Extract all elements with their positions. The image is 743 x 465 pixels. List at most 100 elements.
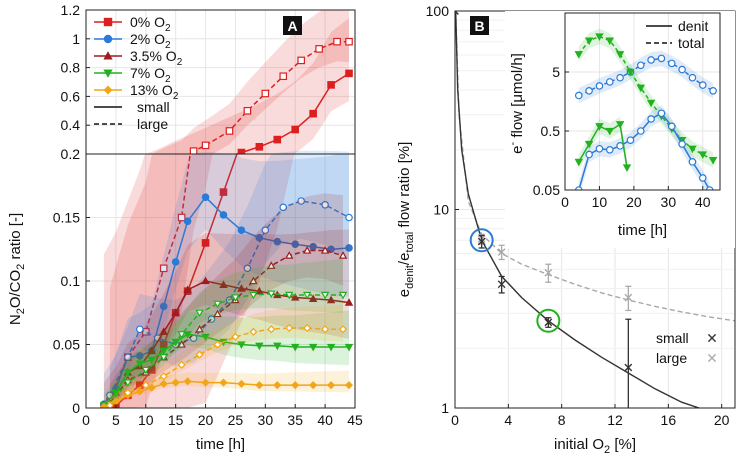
data-point [107,180,113,186]
x-axis-label: time [h] [618,222,667,239]
data-point [147,383,156,392]
data-point [141,381,150,390]
data-point [273,237,282,246]
data-point [605,127,614,136]
data-point [657,54,666,63]
data-point [308,343,318,352]
panel-b-inset-chart: 0 10 20 30 40 0.05 0.5 5 time [h] e- flow [μmol/h… [505,11,735,248]
data-point [105,401,114,408]
series-band [103,310,350,408]
legend-label: large [656,350,687,366]
data-point [107,179,113,185]
data-point [698,81,707,89]
legend-label: total [678,35,704,51]
series-band [109,258,344,408]
series-line [578,123,628,168]
y-tick-label: 1.2 [61,2,81,18]
legend-label: small [656,330,689,346]
data-point [249,327,258,336]
data-point [688,158,697,166]
legend-label: 3.5% O2 [130,48,183,68]
data-point [135,360,145,368]
series-band [109,154,213,408]
x-tick-label: 35 [287,412,303,428]
x-tick-label: 15 [168,412,184,428]
data-point [279,72,288,81]
series-band [103,229,350,408]
x-tick-label: 16 [661,412,677,428]
data-point [344,298,354,306]
data-point [195,309,204,318]
legend-marker [103,69,113,78]
data-point [338,251,348,259]
data-point [584,37,594,46]
data-point [219,378,228,387]
data-point-large [497,248,506,257]
data-point [326,295,336,304]
data-point [237,148,246,154]
data-point [327,381,336,390]
data-point [255,342,264,351]
data-point [159,302,168,311]
data-point [273,381,282,390]
panel-b-legend: small large [656,330,717,366]
data-point [647,56,655,64]
data-point-small [455,11,459,15]
data-point [213,309,222,318]
data-point [626,68,635,77]
panel-a-badge-label: A [287,18,297,34]
series-line [234,72,350,154]
data-point [171,378,180,387]
series-line [109,154,191,402]
data-point [135,387,144,396]
data-point [646,99,656,108]
data-point [345,69,353,78]
data-point [688,73,697,82]
data-point [574,186,583,190]
data-point [177,213,186,222]
data-point [201,333,210,342]
data-point [101,179,107,185]
data-point [636,84,645,93]
data-point [345,37,353,46]
y-tick-label: 0.8 [61,60,81,76]
legend-marker [103,34,113,44]
data-point [279,203,288,212]
y-tick-label: 1 [441,400,449,416]
data-point [308,294,318,302]
inset-plot [574,28,718,190]
highlight-circle [469,228,494,253]
x-tick-label: 40 [317,412,333,428]
y-tick-label: 0.4 [61,117,81,133]
data-point [237,226,246,235]
x-tick-label: 4 [504,412,512,428]
panel-b-badge [470,16,489,35]
legend-marker [707,333,717,343]
legend-label: denit [678,18,708,34]
data-point [344,343,354,352]
data-point [309,109,317,118]
data-point [321,201,329,209]
data-point [183,377,192,386]
data-point [159,327,168,335]
data-point [201,239,210,247]
data-point [297,56,306,65]
data-point [101,180,107,186]
x-tick-label: 5 [112,412,120,428]
data-point-small [477,237,486,246]
series-band [578,50,714,104]
legend-marker [103,85,113,95]
data-point [302,246,312,254]
data-point-small [497,280,506,289]
data-point [201,141,210,150]
y-tick-label: 0.5 [541,123,561,139]
y-axis-label: e- flow [μmol/h] [507,53,526,154]
x-tick-label: 0 [451,412,459,428]
legend-label: 0% O2 [130,14,171,34]
x-tick-label: 30 [258,412,274,428]
y-axis-label: N2O/CO2 ratio [-] [7,213,27,325]
cross-stroke [544,318,553,327]
data-point [605,37,614,46]
data-point [183,217,192,226]
